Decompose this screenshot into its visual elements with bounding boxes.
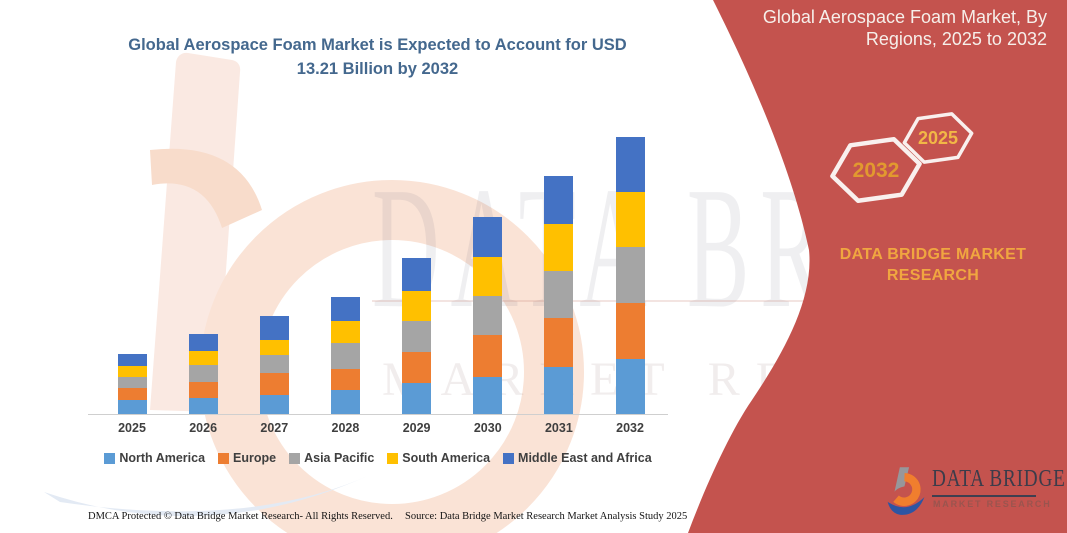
data-bridge-b-icon <box>887 467 925 515</box>
legend-label-north-america: North America <box>119 451 206 465</box>
bar-2027 <box>259 316 289 415</box>
legend-item-south-america: South America <box>387 451 490 465</box>
bar-segment-2026-middle-east-and-africa <box>188 334 218 351</box>
legend-swatch-middle-east-and-africa <box>503 452 515 464</box>
bar-segment-2032-middle-east-and-africa <box>615 136 645 193</box>
bar-segment-2029-north-america <box>402 382 432 415</box>
bar-segment-2026-europe <box>188 381 218 399</box>
logo-underline <box>932 495 1036 497</box>
bar-segment-2028-middle-east-and-africa <box>330 296 360 321</box>
bar-segment-2029-europe <box>402 351 432 383</box>
legend-item-north-america: North America <box>104 451 205 465</box>
bar-segment-2032-europe <box>615 302 645 360</box>
x-label-2027: 2027 <box>260 421 289 435</box>
x-label-2031: 2031 <box>544 421 573 435</box>
side-panel-title-line2: Regions, 2025 to 2032 <box>865 28 1047 49</box>
legend-label-south-america: South America <box>402 451 491 465</box>
x-axis-line <box>88 414 668 415</box>
bar-segment-2026-south-america <box>188 350 218 366</box>
bar-segment-2027-south-america <box>259 340 289 356</box>
x-axis-labels: 2025 2026 2027 2028 2029 2030 2031 2032 <box>88 421 668 439</box>
side-panel-title: Global Aerospace Foam Market, By Regions… <box>727 7 1047 50</box>
brand-caption-line2: RESEARCH <box>886 267 980 284</box>
bar-segment-2029-asia-pacific <box>402 321 432 352</box>
chart-legend: North America Europe Asia Pacific South Ame… <box>78 451 678 465</box>
bar-segment-2028-south-america <box>330 320 360 344</box>
x-label-2026: 2026 <box>189 421 218 435</box>
bar-segment-2029-middle-east-and-africa <box>402 257 432 292</box>
hexagon-2032-icon <box>830 136 922 204</box>
bar-segment-2031-north-america <box>544 367 574 415</box>
bar-segment-2030-north-america <box>473 376 503 415</box>
brand-caption: DATA BRIDGE MARKET RESEARCH <box>828 244 1038 286</box>
bar-segment-2025-south-america <box>117 365 147 377</box>
hexagon-year-2032: 2032 <box>852 159 900 182</box>
bar-segment-2029-south-america <box>402 291 432 322</box>
bar-segment-2025-europe <box>117 388 147 401</box>
bar-segment-2025-middle-east-and-africa <box>117 354 147 366</box>
bar-segment-2028-asia-pacific <box>330 343 360 370</box>
bar-segment-2028-north-america <box>330 389 360 415</box>
bar-segment-2031-south-america <box>544 224 574 272</box>
bar-2029 <box>402 257 432 415</box>
logo-wordmark: DATA BRIDGE <box>932 466 1066 492</box>
chart-title-line2: 13.21 Billion by 2032 <box>296 60 459 78</box>
bar-segment-2031-europe <box>544 318 574 368</box>
bar-segment-2026-asia-pacific <box>188 365 218 382</box>
footer-source-text: Source: Data Bridge Market Research Mark… <box>405 511 688 522</box>
bar-segment-2030-middle-east-and-africa <box>473 216 503 257</box>
bar-segment-2028-europe <box>330 369 360 390</box>
logo-subtitle: MARKET RESEARCH <box>933 499 1052 509</box>
legend-swatch-asia-pacific <box>289 452 301 464</box>
bar-2028 <box>330 296 360 415</box>
bar-segment-2025-asia-pacific <box>117 376 147 389</box>
hexagon-year-2025: 2025 <box>917 128 959 148</box>
chart-title: Global Aerospace Foam Market is Expected… <box>90 33 665 81</box>
bar-segment-2032-north-america <box>615 359 645 415</box>
bar-segment-2026-north-america <box>188 398 218 415</box>
bar-segment-2027-north-america <box>259 395 289 415</box>
legend-item-asia-pacific: Asia Pacific <box>289 451 374 465</box>
x-label-2029: 2029 <box>402 421 431 435</box>
x-label-2025: 2025 <box>118 421 146 435</box>
x-label-2032: 2032 <box>616 421 644 435</box>
legend-label-asia-pacific: Asia Pacific <box>304 451 375 465</box>
legend-item-europe: Europe <box>218 451 276 465</box>
bar-segment-2031-middle-east-and-africa <box>544 175 574 225</box>
bar-segment-2032-asia-pacific <box>615 247 645 303</box>
bar-segment-2025-north-america <box>117 400 147 415</box>
bar-2026 <box>188 334 218 415</box>
hexagon-2025-icon <box>902 112 974 164</box>
legend-swatch-north-america <box>104 452 116 464</box>
x-label-2028: 2028 <box>331 421 360 435</box>
chart-title-line1: Global Aerospace Foam Market is Expected… <box>128 36 627 54</box>
bar-segment-2031-asia-pacific <box>544 271 574 319</box>
bar-2032 <box>615 136 645 415</box>
brand-caption-line1: DATA BRIDGE MARKET <box>839 246 1027 263</box>
data-bridge-logo: DATA BRIDGE MARKET RESEARCH <box>878 450 1065 522</box>
bar-segment-2030-asia-pacific <box>473 295 503 335</box>
side-panel-title-line1: Global Aerospace Foam Market, By <box>762 7 1047 27</box>
footer-dmca-text: DMCA Protected © Data Bridge Market Rese… <box>88 511 393 522</box>
legend-swatch-europe <box>218 452 230 464</box>
bar-2030 <box>473 216 503 415</box>
legend-label-europe: Europe <box>233 451 277 465</box>
hexagon-badges <box>830 112 974 204</box>
legend-label-middle-east-and-africa: Middle East and Africa <box>518 451 652 465</box>
x-label-2030: 2030 <box>473 421 502 435</box>
bar-segment-2030-south-america <box>473 256 503 296</box>
bar-segment-2032-south-america <box>615 192 645 248</box>
watermark-underline <box>372 300 1032 302</box>
legend-swatch-south-america <box>387 452 399 464</box>
stacked-bar-plot <box>88 130 668 415</box>
bar-2031 <box>544 175 574 415</box>
bar-segment-2027-asia-pacific <box>259 355 289 373</box>
bar-segment-2027-middle-east-and-africa <box>259 316 289 341</box>
bar-segment-2030-europe <box>473 334 503 377</box>
bar-2025 <box>117 354 147 415</box>
bar-segment-2027-europe <box>259 372 289 396</box>
legend-item-middle-east-and-africa: Middle East and Africa <box>503 451 652 465</box>
